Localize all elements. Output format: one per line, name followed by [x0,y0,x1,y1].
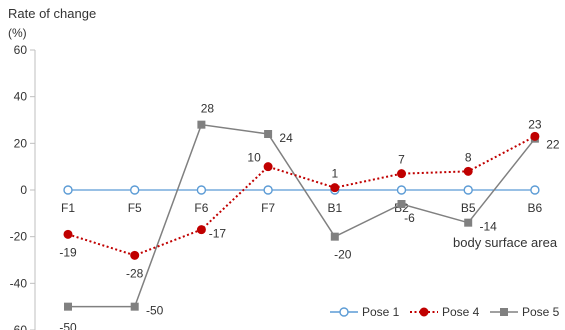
legend-item: Pose 4 [410,305,480,319]
legend-item: Pose 5 [490,305,560,319]
y-tick-label: -60 [10,323,28,330]
data-label: -6 [404,211,415,225]
point-marker [64,302,72,311]
data-label: 10 [247,151,261,165]
x-tick-label: B1 [327,201,342,215]
point-marker [463,185,473,195]
point-marker [264,130,273,138]
point-marker [196,185,207,195]
x-tick-label: F5 [128,201,142,215]
point-marker [397,200,406,208]
point-marker [129,185,140,195]
y-tick-label: 0 [20,183,27,197]
point-marker [397,169,406,179]
point-marker [330,232,339,241]
y-tick-label: 40 [14,90,28,104]
point-marker [263,185,273,195]
point-marker [197,120,206,129]
y-tick-label: -40 [10,276,28,290]
point-marker [419,307,429,317]
point-marker [263,162,273,172]
x-tick-label: B6 [528,201,543,215]
data-label: -17 [209,227,227,241]
data-label: 22 [546,138,560,152]
legend-label: Pose 5 [522,305,560,319]
legend-label: Pose 1 [362,305,400,319]
y-axis-title: Rate of change [8,6,96,21]
series-line [67,135,536,257]
data-label: -50 [146,304,164,318]
series-line [68,123,536,308]
point-marker [196,225,206,235]
x-tick-label: F1 [61,201,75,215]
point-marker [530,185,540,195]
legend-label: Pose 4 [442,305,480,319]
point-marker [463,166,473,176]
x-tick-label: F6 [194,201,208,215]
point-marker [130,250,140,260]
point-marker [339,307,349,317]
legend-item: Pose 1 [330,305,400,319]
point-marker [130,302,139,311]
data-label: 28 [201,102,215,116]
data-label: -14 [480,220,498,234]
data-label: 23 [528,117,542,131]
data-label: -28 [126,266,144,280]
data-label: 24 [279,131,293,145]
x-tick-label: B5 [461,201,476,215]
y-axis-unit: (%) [8,26,27,40]
point-marker [396,185,407,195]
x-axis-title: body surface area [453,235,558,250]
y-tick-label: 20 [14,136,28,150]
point-marker [330,183,340,193]
data-label: -19 [59,245,77,259]
point-marker [63,185,73,195]
point-marker [63,229,73,239]
y-tick-label: -20 [10,230,28,244]
y-tick-label: 60 [14,43,28,57]
point-marker [530,131,540,141]
data-label: 1 [331,167,338,181]
data-label: -20 [334,248,352,262]
x-tick-label: F7 [261,201,275,215]
data-label: 7 [398,153,405,167]
point-marker [500,308,508,316]
data-label: -50 [59,321,77,330]
point-marker [464,218,473,227]
data-label: 8 [465,150,472,164]
